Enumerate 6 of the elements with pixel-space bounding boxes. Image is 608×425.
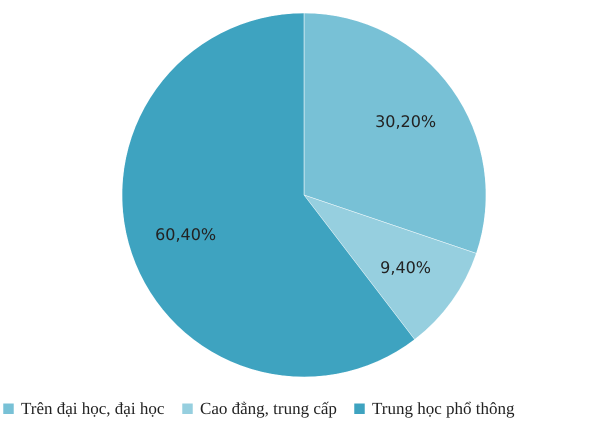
legend-label: Trung học phổ thông bbox=[372, 398, 515, 418]
data-label: 60,40% bbox=[155, 225, 216, 244]
data-label: 9,40% bbox=[380, 258, 431, 277]
data-label: 30,20% bbox=[375, 112, 436, 132]
legend-label: Cao đẳng, trung cấp bbox=[200, 398, 337, 418]
legend-label: Trên đại học, đại học bbox=[21, 398, 165, 418]
